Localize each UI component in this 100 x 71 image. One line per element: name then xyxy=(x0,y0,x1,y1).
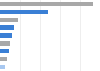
Bar xyxy=(0,33,12,38)
Bar xyxy=(0,25,14,30)
Bar xyxy=(0,10,48,14)
Bar xyxy=(0,65,5,69)
Bar xyxy=(0,18,18,22)
Bar xyxy=(0,2,93,6)
Bar xyxy=(0,57,7,61)
Bar xyxy=(0,41,10,46)
Bar xyxy=(0,49,9,53)
